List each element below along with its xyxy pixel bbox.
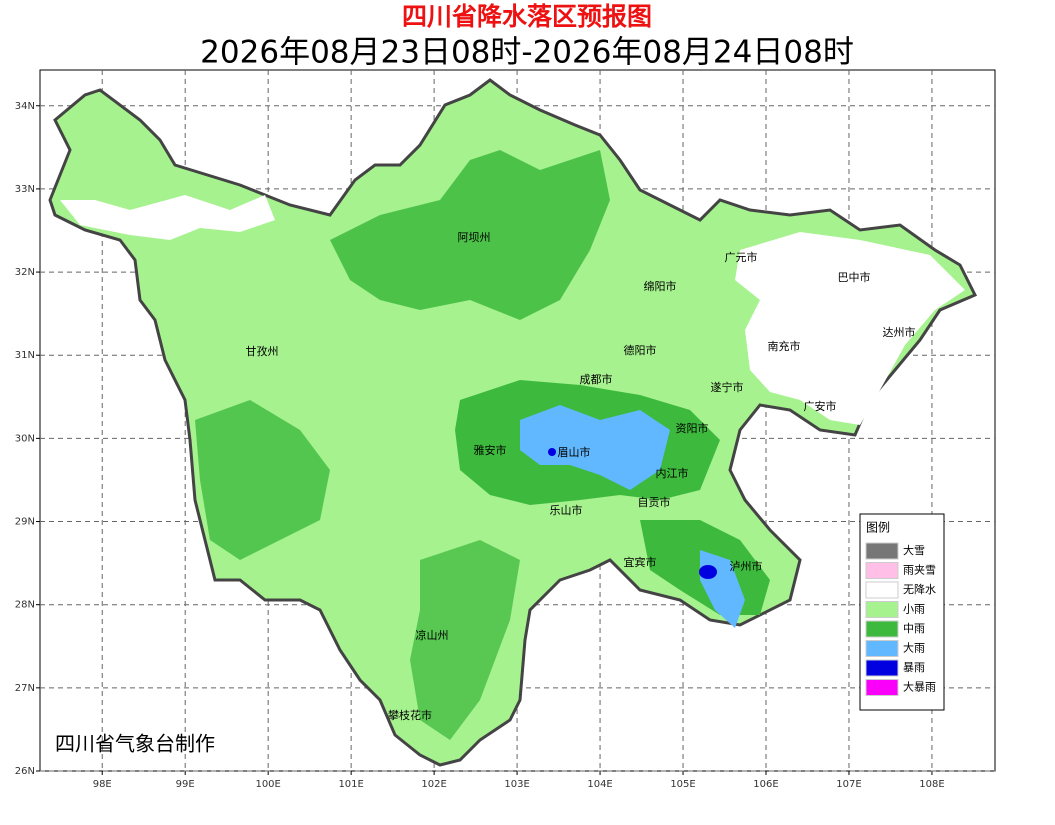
footer-note: 四川省气象台制作 xyxy=(55,732,215,756)
torrential-rain-area xyxy=(699,565,717,579)
moderate-rain-area xyxy=(330,150,610,320)
city-label: 眉山市 xyxy=(558,445,591,459)
legend-swatch xyxy=(865,640,899,657)
x-tick-label: 108E xyxy=(919,779,944,790)
y-tick-label: 28N xyxy=(15,600,35,611)
heavy-rain-area xyxy=(520,405,670,490)
city-label: 攀枝花市 xyxy=(388,708,432,722)
province-area xyxy=(48,78,978,767)
city-label: 自贡市 xyxy=(638,495,671,509)
legend-swatch xyxy=(865,562,899,579)
x-tick-label: 100E xyxy=(255,779,280,790)
legend-swatch xyxy=(865,542,899,560)
legend-label: 暴雨 xyxy=(903,661,925,674)
city-label: 德阳市 xyxy=(624,343,657,357)
y-tick-label: 33N xyxy=(15,184,35,195)
legend-title: 图例 xyxy=(866,521,890,535)
y-tick-label: 34N xyxy=(15,101,35,112)
y-tick-label: 29N xyxy=(15,517,35,528)
y-tick-label: 30N xyxy=(15,433,35,444)
city-label: 广安市 xyxy=(804,399,837,413)
legend-label: 中雨 xyxy=(903,622,925,635)
legend-label: 大雨 xyxy=(903,641,925,655)
city-label: 阿坝州 xyxy=(458,230,491,244)
legend-label: 无降水 xyxy=(903,582,936,596)
map-title: 四川省降水落区预报图 xyxy=(402,2,652,31)
x-tick-label: 102E xyxy=(421,779,446,790)
city-label: 宜宾市 xyxy=(624,555,657,569)
city-label: 达州市 xyxy=(883,325,916,339)
y-tick-label: 26N xyxy=(15,766,35,777)
city-label: 乐山市 xyxy=(550,503,583,517)
x-tick-label: 106E xyxy=(753,779,778,790)
city-label: 南充市 xyxy=(768,339,801,353)
city-label: 成都市 xyxy=(580,372,613,386)
x-tick-label: 101E xyxy=(338,779,363,790)
city-label: 泸州市 xyxy=(730,559,763,573)
moderate-rain-area xyxy=(195,400,330,560)
x-tick-label: 105E xyxy=(670,779,695,790)
city-label: 遂宁市 xyxy=(711,380,744,394)
legend-swatch xyxy=(865,601,899,618)
x-tick-label: 103E xyxy=(504,779,529,790)
city-label: 内江市 xyxy=(656,466,689,480)
city-label: 凉山州 xyxy=(416,628,449,642)
map-subtitle: 2026年08月23日08时-2026年08月24日08时 xyxy=(200,35,854,71)
y-tick-label: 32N xyxy=(15,267,35,278)
city-label: 甘孜州 xyxy=(246,344,279,358)
legend-label: 大暴雨 xyxy=(903,680,936,694)
city-label: 巴中市 xyxy=(838,270,871,284)
no-rain-area xyxy=(735,232,965,425)
no-rain-area xyxy=(60,195,275,240)
x-tick-label: 104E xyxy=(587,779,612,790)
city-label: 绵阳市 xyxy=(644,279,677,293)
city-label: 资阳市 xyxy=(676,421,709,435)
legend-swatch xyxy=(865,679,899,696)
legend-swatch xyxy=(865,620,899,638)
legend-label: 大雪 xyxy=(903,543,925,557)
moderate-rain-area xyxy=(410,540,520,740)
torrential-rain-area xyxy=(548,448,556,456)
legend-label: 小雨 xyxy=(903,603,925,616)
x-tick-label: 98E xyxy=(93,779,112,790)
x-tick-label: 99E xyxy=(176,779,195,790)
city-label: 广元市 xyxy=(725,250,758,264)
legend-label: 雨夹雪 xyxy=(903,564,936,577)
y-tick-label: 31N xyxy=(15,350,35,361)
legend-swatch xyxy=(865,581,899,599)
city-label: 雅安市 xyxy=(474,443,507,457)
y-tick-label: 27N xyxy=(15,683,35,694)
legend-swatch xyxy=(865,659,899,677)
x-tick-label: 107E xyxy=(836,779,861,790)
